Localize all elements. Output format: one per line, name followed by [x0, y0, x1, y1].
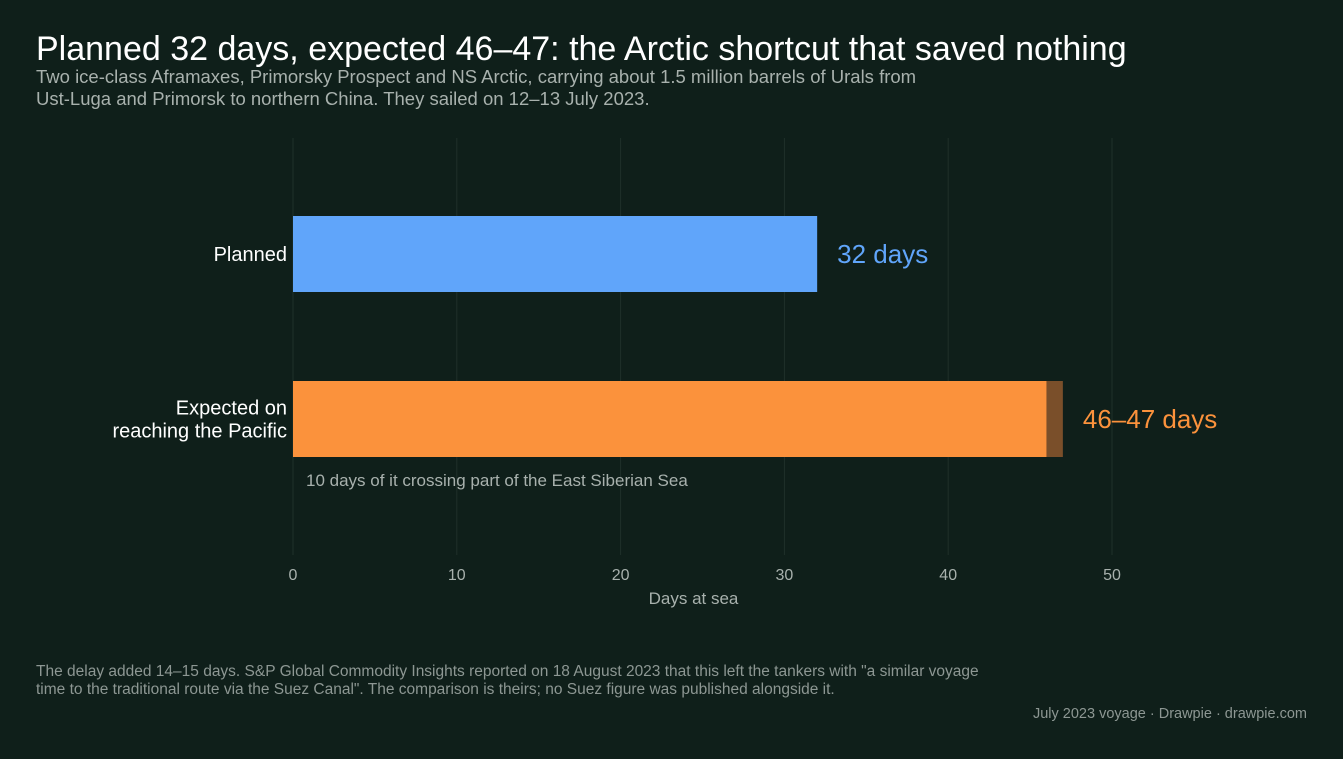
- x-tick-label-2: 20: [612, 567, 630, 584]
- x-tick-label-0: 0: [289, 567, 298, 584]
- subtitle-line-1: Two ice-class Aframaxes, Primorsky Prosp…: [36, 66, 917, 87]
- category-label-1-0: Expected on: [176, 398, 287, 420]
- x-axis-label: Days at sea: [649, 589, 739, 608]
- x-tick-label-5: 50: [1103, 567, 1121, 584]
- bar-1: [293, 381, 1047, 457]
- data-label-1: 46–47 days: [1083, 404, 1217, 434]
- category-label-0-0: Planned: [214, 244, 287, 266]
- data-label-0: 32 days: [837, 239, 928, 269]
- x-tick-label-3: 30: [776, 567, 794, 584]
- x-tick-label-1: 10: [448, 567, 466, 584]
- bar-0: [293, 216, 818, 292]
- x-tick-label-4: 40: [939, 567, 957, 584]
- chart-subtitle: Two ice-class Aframaxes, Primorsky Prosp…: [36, 66, 1116, 110]
- bar-annotation-1: 10 days of it crossing part of the East …: [306, 471, 688, 490]
- subtitle-line-2: Ust-Luga and Primorsk to northern China.…: [36, 88, 650, 109]
- source-credit: July 2023 voyage · Drawpie · drawpie.com: [1032, 706, 1307, 722]
- chart-title: Planned 32 days, expected 46–47: the Arc…: [36, 30, 1127, 68]
- footnote-line-2: time to the traditional route via the Su…: [36, 681, 835, 698]
- footnote-line-1: The delay added 14–15 days. S&P Global C…: [36, 663, 979, 680]
- bar-range-1: [1046, 381, 1063, 457]
- chart-footnote: The delay added 14–15 days. S&P Global C…: [36, 663, 1136, 699]
- category-label-1-1: reaching the Pacific: [112, 421, 287, 443]
